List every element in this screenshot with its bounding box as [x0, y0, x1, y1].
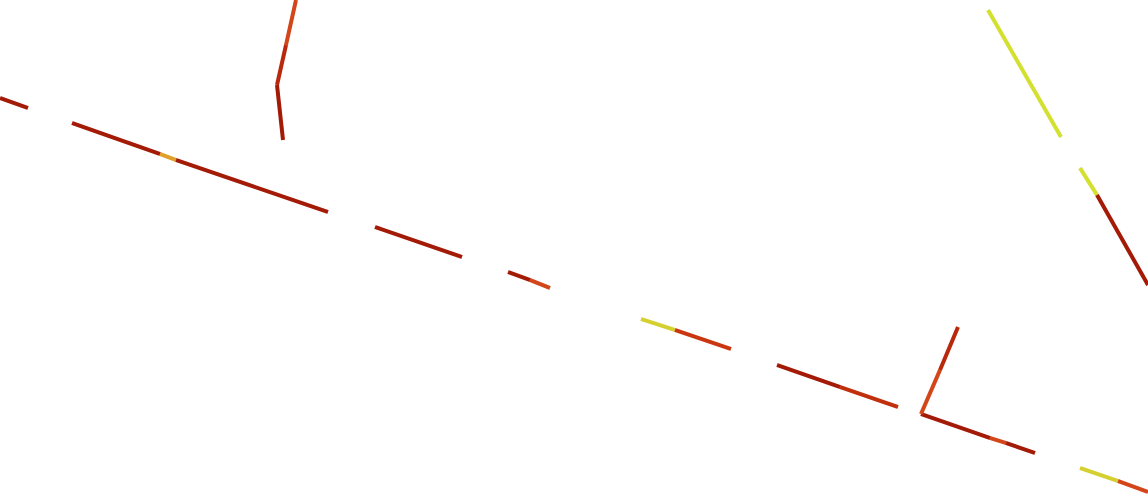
road-segment	[989, 436, 1007, 445]
road-segment	[839, 385, 899, 409]
road-segment	[507, 270, 531, 282]
road-segment	[919, 369, 942, 415]
road-segment	[1005, 441, 1036, 455]
road-segment	[640, 317, 676, 332]
road-segment	[674, 328, 732, 351]
road-segment	[1079, 466, 1119, 483]
road-segment	[938, 326, 960, 371]
road-segment	[1095, 194, 1148, 286]
road-segment	[920, 412, 991, 440]
road-main	[0, 96, 1148, 494]
road-segment	[284, 0, 298, 46]
road-segment	[275, 44, 288, 86]
road-segment	[986, 9, 1063, 138]
road-segment	[529, 278, 551, 290]
road-segment	[0, 96, 29, 110]
road-branch	[919, 326, 960, 415]
road-north-spur	[275, 0, 298, 141]
road-segment	[1117, 479, 1148, 494]
road-segment	[374, 225, 463, 259]
road-segment	[159, 152, 177, 162]
road-segment	[1078, 166, 1099, 197]
road-segment	[71, 121, 161, 156]
road-east	[986, 9, 1148, 286]
road-segment	[776, 363, 841, 389]
road-segment	[275, 84, 285, 141]
road-segment	[175, 158, 329, 214]
